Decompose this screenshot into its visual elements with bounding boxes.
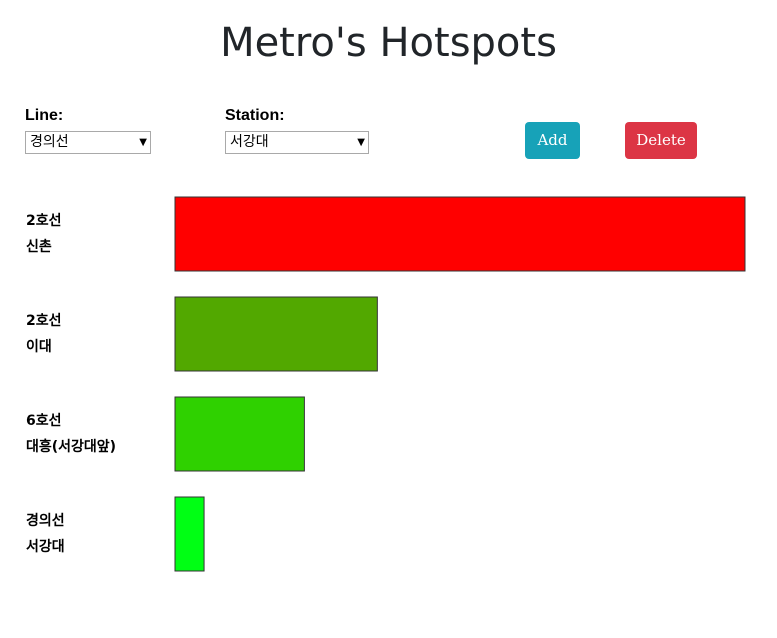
station-label: Station:: [225, 107, 285, 124]
line-select-value: 경의선: [30, 134, 69, 150]
line-select[interactable]: 경의선 ▼: [25, 131, 151, 154]
row-station-label: 서강대: [26, 539, 65, 555]
bar-1: [174, 296, 378, 372]
page-title: Metro's Hotspots: [220, 20, 557, 66]
chevron-down-icon: ▼: [357, 137, 365, 148]
bar-0: [174, 196, 746, 272]
row-station-label: 대흥(서강대앞): [26, 439, 117, 455]
bar-3: [174, 496, 205, 572]
row-label-0: 2호선 신촌: [26, 208, 62, 260]
row-label-1: 2호선 이대: [26, 308, 62, 360]
row-line-label: 6호선: [26, 413, 62, 429]
bar-2: [174, 396, 305, 472]
row-label-3: 경의선 서강대: [26, 508, 65, 560]
row-station-label: 신촌: [26, 239, 52, 255]
station-select-value: 서강대: [230, 134, 269, 150]
row-line-label: 2호선: [26, 213, 62, 229]
row-station-label: 이대: [26, 339, 52, 355]
line-label: Line:: [25, 107, 64, 124]
delete-button[interactable]: Delete: [625, 122, 697, 159]
chevron-down-icon: ▼: [139, 137, 147, 148]
row-line-label: 2호선: [26, 313, 62, 329]
station-select[interactable]: 서강대 ▼: [225, 131, 369, 154]
row-label-2: 6호선 대흥(서강대앞): [26, 408, 116, 460]
add-button[interactable]: Add: [525, 122, 580, 159]
row-line-label: 경의선: [26, 513, 65, 529]
